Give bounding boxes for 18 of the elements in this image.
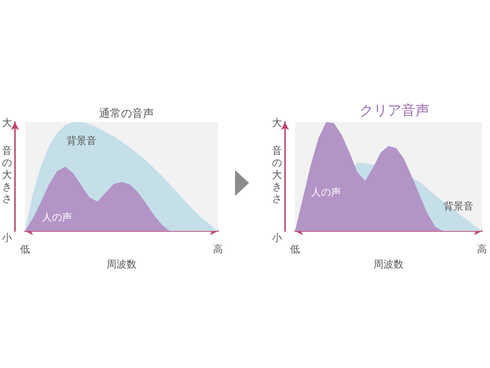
text: 小: [272, 232, 282, 245]
x-tick-label: 高: [477, 244, 487, 256]
x-tick-label: 高: [213, 244, 223, 256]
x-axis-title: 周波数: [374, 258, 404, 270]
series-label: 人の声: [311, 186, 342, 198]
text: 小: [2, 232, 12, 245]
x-tick-label: 低: [290, 244, 300, 256]
series-label: 背景音: [444, 200, 474, 213]
series-label: 背景音: [66, 135, 96, 148]
text: 大: [272, 116, 282, 130]
x-axis-title: 周波数: [106, 258, 136, 270]
chart-title: クリア音声: [360, 103, 430, 119]
series-label: 人の声: [42, 212, 72, 224]
y-axis-title: 音の大きさ: [272, 146, 283, 206]
x-tick-label: 低: [20, 244, 30, 256]
text: 大: [2, 116, 12, 130]
chart-title: 通常の音声: [99, 107, 154, 120]
y-axis-title: 音の大きさ: [2, 146, 13, 206]
